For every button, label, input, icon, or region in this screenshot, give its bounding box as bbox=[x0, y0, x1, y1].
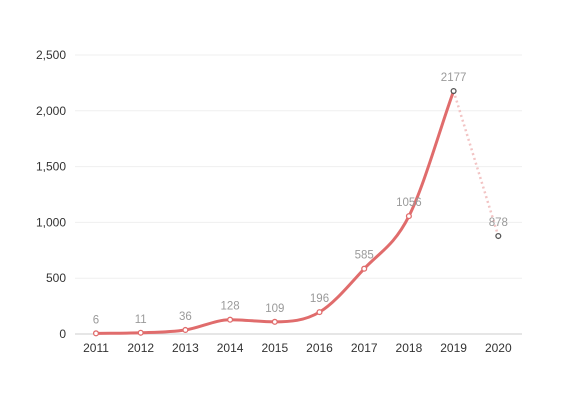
data-point bbox=[182, 326, 189, 334]
y-tick-label: 500 bbox=[46, 271, 66, 285]
y-axis-tick-labels: 0 500 1,000 1,500 2,000 2,500 bbox=[36, 48, 66, 341]
data-point bbox=[495, 232, 502, 240]
data-points bbox=[92, 87, 502, 337]
data-label: 11 bbox=[135, 314, 147, 326]
data-point bbox=[271, 318, 278, 325]
grid-lines bbox=[75, 54, 522, 335]
series-line bbox=[94, 89, 456, 335]
data-point bbox=[137, 329, 144, 336]
y-tick-label: 1,000 bbox=[36, 215, 66, 229]
data-point bbox=[450, 87, 457, 95]
data-label: 36 bbox=[179, 311, 192, 323]
data-label: 2177 bbox=[441, 72, 467, 84]
x-tick-label: 2013 bbox=[172, 341, 199, 355]
data-label: 128 bbox=[221, 301, 240, 313]
data-label: 878 bbox=[489, 217, 508, 229]
x-tick-label: 2019 bbox=[440, 341, 467, 355]
data-point bbox=[405, 213, 412, 220]
data-point bbox=[361, 265, 368, 272]
data-point bbox=[316, 309, 323, 316]
x-tick-label: 2014 bbox=[217, 341, 244, 355]
x-tick-label: 2020 bbox=[485, 341, 512, 355]
y-tick-label: 0 bbox=[59, 327, 66, 341]
x-tick-label: 2016 bbox=[306, 341, 333, 355]
data-point bbox=[227, 316, 234, 323]
x-tick-label: 2011 bbox=[83, 341, 109, 355]
data-label: 6 bbox=[93, 314, 99, 326]
series-line-dotted-segment bbox=[452, 90, 500, 237]
x-tick-label: 2018 bbox=[396, 341, 423, 355]
x-tick-label: 2015 bbox=[261, 341, 288, 355]
x-tick-label: 2012 bbox=[127, 341, 154, 355]
x-tick-label: 2017 bbox=[351, 341, 378, 355]
data-label: 1056 bbox=[396, 197, 422, 209]
data-label: 196 bbox=[310, 293, 329, 305]
x-axis-tick-labels: 2011 2012 2013 2014 2015 2016 2017 2018 2019 2020 bbox=[83, 341, 512, 355]
data-labels: 6 11 36 128 109 196 585 1056 2177 878 bbox=[93, 72, 508, 326]
data-point bbox=[92, 330, 100, 337]
data-label: 109 bbox=[265, 303, 284, 315]
y-tick-label: 1,500 bbox=[36, 160, 66, 174]
data-label: 585 bbox=[355, 250, 374, 262]
y-tick-label: 2,000 bbox=[36, 104, 66, 118]
y-tick-label: 2,500 bbox=[36, 48, 66, 62]
